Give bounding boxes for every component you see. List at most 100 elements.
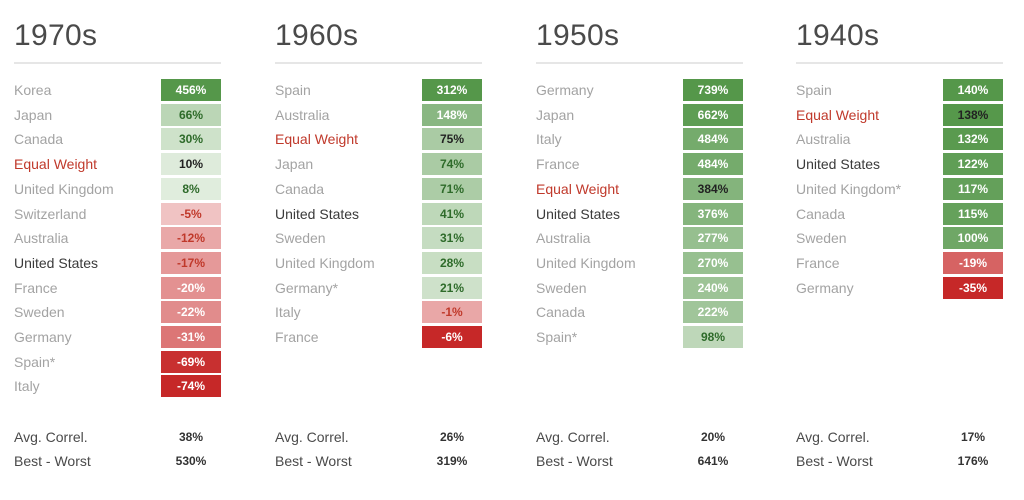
return-cell: 115% [943,202,1003,225]
return-cell: 21% [422,276,482,299]
return-cell: -20% [161,276,221,299]
best-worst-label: Best - Worst [14,453,91,469]
return-cell: 484% [683,153,743,176]
table-row: Canada 222% [536,301,743,324]
country-label: Australia [536,230,591,247]
country-label: Switzerland [14,205,87,222]
table-row: Australia -12% [14,227,221,250]
return-cell: -22% [161,301,221,324]
avg-correl-label: Avg. Correl. [796,429,870,445]
table-row: Spain* 98% [536,326,743,348]
table-row: Italy -1% [275,301,482,324]
table-row: France 484% [536,153,743,176]
table-row: Sweden 31% [275,227,482,250]
country-label: Sweden [275,230,326,247]
return-cell: -1% [422,301,482,324]
return-cell: 384% [683,177,743,200]
avg-correl-value: 26% [439,430,465,444]
table-row: Korea 456% [14,79,221,101]
return-cell: 10% [161,153,221,176]
avg-correl-label: Avg. Correl. [536,429,610,445]
country-label: Germany [536,82,594,98]
return-cell: 270% [683,251,743,274]
return-cell: 41% [422,202,482,225]
country-label: Japan [536,106,575,123]
return-cell: 376% [683,202,743,225]
return-cell: -6% [422,326,482,348]
table-row: Canada 30% [14,128,221,151]
country-label: United States [536,205,621,222]
table-row: Spain 312% [275,79,482,101]
country-label: Italy [14,378,40,395]
country-label: France [275,329,319,345]
country-label: United Kingdom [14,180,114,197]
country-label: United States [275,205,360,222]
return-cell: -12% [161,227,221,250]
country-label: Sweden [14,304,65,321]
return-cell: 122% [943,153,1003,176]
return-cell: 222% [683,301,743,324]
best-worst-label: Best - Worst [796,453,873,469]
table-row: Italy 484% [536,128,743,151]
return-cell: -19% [943,251,1003,274]
country-label: Australia [796,131,851,148]
table-row: Japan 662% [536,103,743,126]
table-row: Australia 132% [796,128,1003,151]
country-label: Spain* [14,353,56,370]
return-cell: 66% [161,103,221,126]
country-label: Spain* [536,329,578,345]
return-cell: 28% [422,251,482,274]
return-cell: 75% [422,128,482,151]
table-row: Sweden 100% [796,227,1003,250]
table-row: France -20% [14,276,221,299]
return-cell: 132% [943,128,1003,151]
return-cell: 662% [683,103,743,126]
country-label: Germany [14,329,72,345]
country-label: Japan [14,106,53,123]
table-row: Germany* 21% [275,276,482,299]
return-cell: 312% [422,79,482,101]
country-label: Sweden [796,230,847,247]
country-label: Italy [275,304,301,321]
country-label: Spain [796,82,832,98]
return-cell: -69% [161,350,221,373]
decade-column-1960s: 1960s Spain 312% Australia 148% Equal Weight 7… [275,0,482,500]
divider [796,62,1003,64]
divider [536,62,743,64]
return-cell: 456% [161,79,221,101]
return-cell: -74% [161,375,221,398]
best-worst-value: 641% [697,454,729,468]
return-cell: 484% [683,128,743,151]
return-cell: 739% [683,79,743,101]
avg-correl-value: 38% [178,430,204,444]
table-row: United States 376% [536,202,743,225]
table-row: Japan 74% [275,153,482,176]
best-worst-label: Best - Worst [536,453,613,469]
table-row: Germany 739% [536,79,743,101]
country-label: Equal Weight [14,156,98,173]
country-label: France [14,279,58,296]
avg-correl-value: 20% [700,430,726,444]
table-row: Sweden -22% [14,301,221,324]
table-row: United Kingdom 28% [275,251,482,274]
return-cell: 240% [683,276,743,299]
country-label: France [536,156,580,173]
decade-title: 1960s [275,19,359,52]
decade-title: 1950s [536,19,620,52]
return-cell: -5% [161,202,221,225]
return-cell: 138% [943,103,1003,126]
country-label: France [796,254,840,271]
return-cell: 31% [422,227,482,250]
return-cell: 117% [943,177,1003,200]
table-row: Equal Weight 384% [536,177,743,200]
country-label: Italy [536,131,562,148]
best-worst-value: 176% [957,454,989,468]
return-cell: 148% [422,103,482,126]
table-row: United States 41% [275,202,482,225]
country-label: Canada [14,131,64,148]
table-row: United States 122% [796,153,1003,176]
country-label: Australia [275,106,330,123]
table-row: Spain 140% [796,79,1003,101]
table-row: United Kingdom 8% [14,177,221,200]
country-label: Germany* [275,279,339,296]
